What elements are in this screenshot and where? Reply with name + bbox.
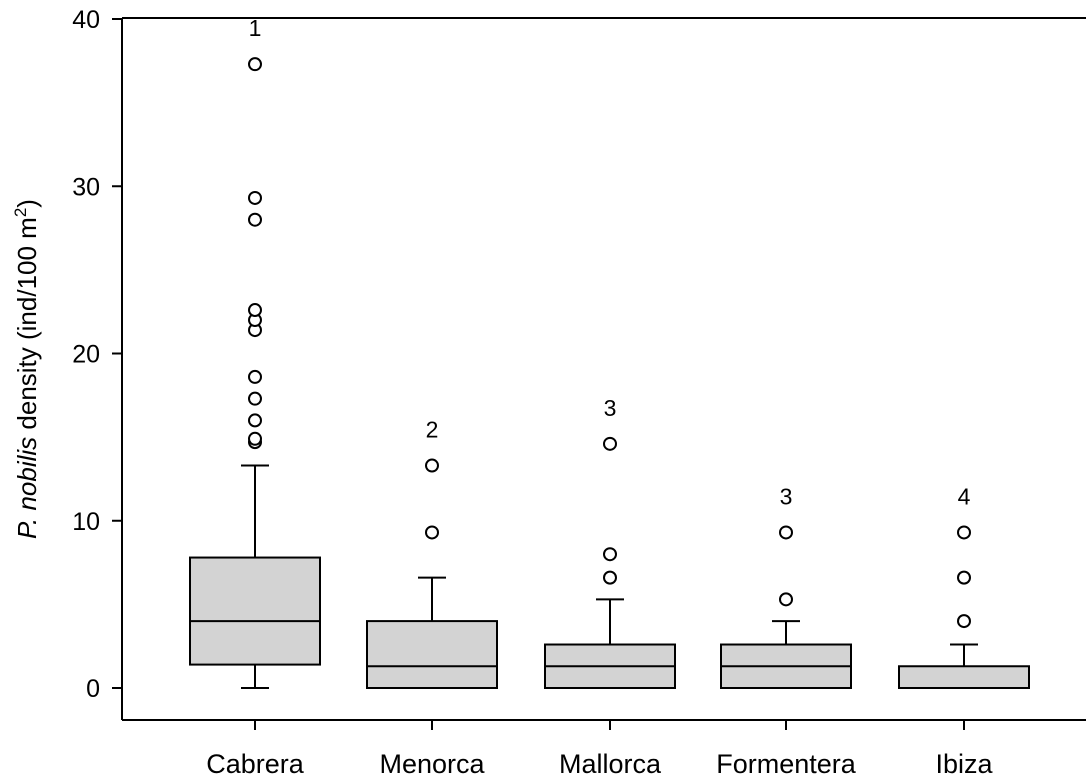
outlier-point bbox=[425, 458, 439, 473]
x-tick-label: Ibiza bbox=[935, 749, 993, 778]
outlier-point bbox=[957, 614, 971, 629]
group-label: 2 bbox=[426, 417, 439, 443]
y-tick-label: 10 bbox=[72, 508, 100, 536]
y-axis-title-close: ) bbox=[12, 199, 42, 208]
outlier-point bbox=[957, 525, 971, 540]
outlier-point bbox=[603, 547, 617, 562]
y-tick-label: 40 bbox=[72, 6, 100, 34]
box-group: 3 bbox=[720, 483, 852, 690]
y-ticks: 0 10 20 30 40 bbox=[72, 6, 122, 703]
x-tick-label: Mallorca bbox=[559, 749, 662, 778]
outlier-point bbox=[779, 592, 793, 607]
outlier-point bbox=[779, 525, 793, 540]
iqr-box bbox=[366, 620, 498, 689]
outlier-point bbox=[248, 57, 262, 72]
y-axis-title-superscript: 2 bbox=[11, 208, 30, 217]
group-label: 3 bbox=[780, 483, 793, 509]
outlier-point bbox=[248, 303, 262, 318]
box-group: 4 bbox=[898, 483, 1030, 690]
x-ticks: Cabrera Menorca Mallorca Formentera Ibiza bbox=[206, 720, 993, 778]
iqr-box bbox=[189, 556, 321, 666]
outlier-point bbox=[248, 431, 262, 446]
iqr-box bbox=[898, 665, 1030, 690]
y-tick-label: 0 bbox=[86, 675, 100, 703]
outlier-point bbox=[248, 369, 262, 384]
outlier-point bbox=[248, 413, 262, 428]
y-axis-title-italic: P. nobilis bbox=[12, 437, 42, 539]
outlier-point bbox=[603, 570, 617, 585]
box-group: 2 bbox=[366, 417, 498, 689]
y-axis-title: P. nobilis density (ind/100 m2) bbox=[11, 199, 42, 539]
group-label: 4 bbox=[958, 483, 971, 509]
outlier-point bbox=[603, 436, 617, 451]
outlier-point bbox=[248, 212, 262, 227]
y-axis-title-text: density (ind/100 m bbox=[12, 217, 42, 437]
y-tick-label: 30 bbox=[72, 173, 100, 201]
x-tick-label: Formentera bbox=[716, 749, 857, 778]
x-tick-label: Menorca bbox=[379, 749, 485, 778]
outlier-point bbox=[248, 190, 262, 205]
outlier-point bbox=[957, 570, 971, 585]
axes bbox=[121, 17, 1086, 721]
x-tick-label: Cabrera bbox=[206, 749, 305, 778]
group-label: 3 bbox=[604, 395, 617, 421]
group-label: 1 bbox=[249, 15, 262, 41]
outlier-point bbox=[425, 525, 439, 540]
outlier-point bbox=[248, 391, 262, 406]
box-group: 3 bbox=[544, 395, 676, 690]
box-group: 1 bbox=[189, 15, 321, 689]
boxes: 1 2 3 3 4 bbox=[189, 15, 1030, 690]
y-tick-label: 20 bbox=[72, 341, 100, 369]
